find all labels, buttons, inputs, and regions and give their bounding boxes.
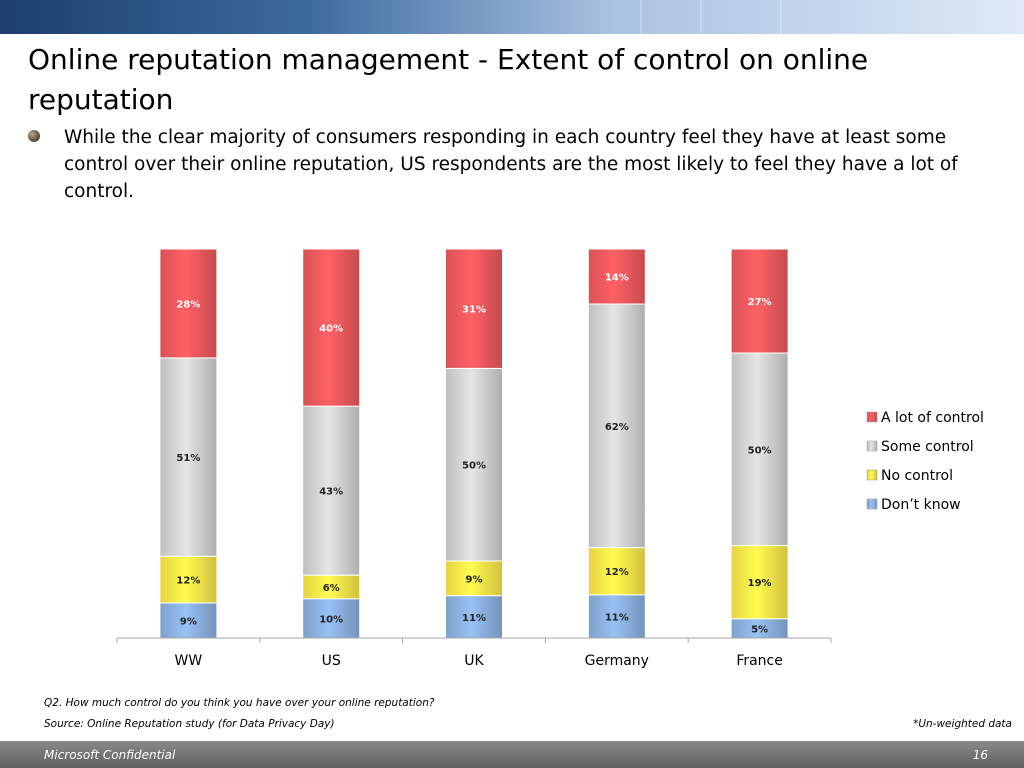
- data-label-us-a-lot-of-control: 40%: [319, 324, 343, 335]
- bars-layer: [159, 248, 789, 639]
- x-tick-france: France: [736, 653, 783, 669]
- bar-france-some-control: [730, 352, 789, 547]
- bar-uk-no-control: [445, 560, 503, 597]
- bar-france-a-lot-of-control: [730, 248, 789, 354]
- bar-ww-some-control: [159, 357, 218, 557]
- data-label-germany-a-lot-of-control: 14%: [605, 273, 629, 284]
- data-label-france-no-control: 19%: [748, 578, 772, 589]
- x-tick-germany: Germany: [585, 653, 649, 669]
- data-label-uk-don-t-know: 11%: [462, 613, 486, 624]
- footnote-unweighted: *Un-weighted data: [913, 718, 1012, 730]
- x-tick-ww: WW: [175, 653, 203, 669]
- legend-swatch-a-lot-of-control: [866, 411, 878, 423]
- data-label-germany-don-t-know: 11%: [605, 612, 629, 623]
- x-tick-uk: UK: [464, 653, 484, 669]
- footer-confidential: Microsoft Confidential: [44, 748, 176, 762]
- data-label-uk-a-lot-of-control: 31%: [462, 305, 486, 316]
- data-label-france-a-lot-of-control: 27%: [748, 297, 772, 308]
- bullet-text: While the clear majority of consumers re…: [64, 127, 958, 202]
- legend-swatch-no-control: [866, 469, 878, 481]
- bar-uk-a-lot-of-control: [445, 248, 503, 369]
- bar-germany-a-lot-of-control: [587, 248, 646, 305]
- legend-swatch-don-t-know: [866, 498, 878, 510]
- data-label-us-no-control: 6%: [323, 583, 340, 594]
- legend-label-a-lot-of-control: A lot of control: [881, 410, 984, 426]
- banner-stripe: [780, 0, 782, 34]
- bar-germany-no-control: [587, 547, 646, 596]
- footer-bar: Microsoft Confidential 16: [0, 741, 1024, 768]
- bar-ww-a-lot-of-control: [159, 248, 218, 359]
- data-label-germany-some-control: 62%: [605, 422, 629, 433]
- page-title: Online reputation management - Extent of…: [28, 43, 869, 116]
- bar-france-no-control: [730, 545, 789, 620]
- x-axis: WW US UK Germany France: [116, 637, 832, 669]
- legend-label-no-control: No control: [881, 468, 953, 484]
- bar-uk-some-control: [445, 367, 503, 562]
- data-label-ww-some-control: 51%: [176, 453, 200, 464]
- data-label-us-don-t-know: 10%: [319, 614, 343, 625]
- header-banner: [0, 0, 1024, 34]
- data-label-ww-no-control: 12%: [176, 576, 200, 587]
- stacked-bar-chart: 9% 12% 51% 28% 10% 6% 43% 40% 11% 9% 50% 31% 11% 12% 6…: [116, 248, 984, 669]
- data-label-germany-no-control: 12%: [605, 567, 629, 578]
- bullet-icon: [28, 130, 40, 142]
- footnote-source: Source: Online Reputation study (for Dat…: [44, 718, 335, 730]
- data-labels-layer: 9% 12% 51% 28% 10% 6% 43% 40% 11% 9% 50% 31% 11% 12% 6…: [176, 273, 771, 636]
- data-label-france-don-t-know: 5%: [751, 624, 768, 635]
- legend-label-some-control: Some control: [881, 439, 974, 455]
- banner-stripe: [640, 0, 642, 34]
- bar-us-a-lot-of-control: [302, 248, 361, 407]
- page-number: 16: [972, 748, 988, 762]
- legend: A lot of control Some control No control Do…: [866, 410, 984, 513]
- data-label-ww-a-lot-of-control: 28%: [176, 299, 200, 310]
- legend-label-don-t-know: Don’t know: [881, 497, 961, 513]
- data-label-uk-no-control: 9%: [466, 574, 483, 585]
- bar-germany-some-control: [587, 303, 646, 549]
- data-label-france-some-control: 50%: [748, 445, 772, 456]
- footnote-question: Q2. How much control do you think you ha…: [44, 697, 435, 709]
- legend-swatch-some-control: [866, 440, 878, 452]
- bar-ww-don-t-know: [159, 602, 218, 639]
- data-label-uk-some-control: 50%: [462, 461, 486, 472]
- banner-stripe: [700, 0, 702, 34]
- bar-us-some-control: [302, 405, 361, 576]
- bar-uk-don-t-know: [445, 595, 503, 639]
- data-label-ww-don-t-know: 9%: [180, 616, 197, 627]
- data-label-us-some-control: 43%: [319, 487, 343, 498]
- x-tick-us: US: [322, 653, 341, 669]
